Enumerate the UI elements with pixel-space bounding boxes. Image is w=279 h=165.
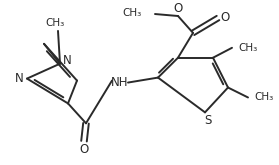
Text: O: O <box>79 143 89 156</box>
Text: N: N <box>15 72 23 85</box>
Text: CH₃: CH₃ <box>123 8 142 18</box>
Text: O: O <box>220 12 230 24</box>
Text: CH₃: CH₃ <box>238 43 258 53</box>
Text: CH₃: CH₃ <box>254 92 274 102</box>
Text: S: S <box>204 114 212 127</box>
Text: NH: NH <box>111 76 129 89</box>
Text: N: N <box>62 54 71 67</box>
Text: O: O <box>173 1 183 15</box>
Text: CH₃: CH₃ <box>45 18 65 28</box>
